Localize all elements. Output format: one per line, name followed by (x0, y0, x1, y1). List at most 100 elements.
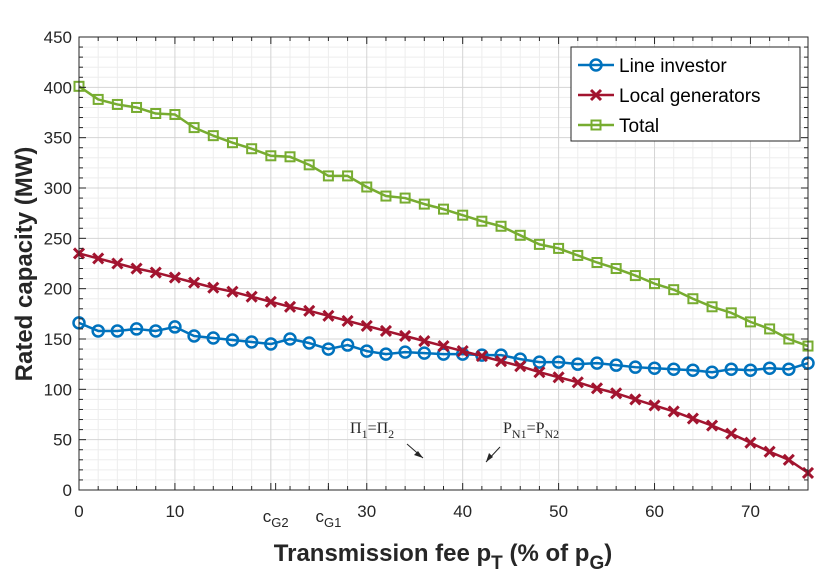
data-point-local-generators-stroke (341, 314, 354, 327)
data-point-local-generators-stroke (418, 334, 431, 348)
data-point-local-generators-stroke (283, 300, 297, 313)
data-point-local-generators-stroke (686, 412, 699, 425)
data-point-local-generators-stroke (782, 453, 795, 466)
data-point-local-generators-stroke (475, 350, 488, 363)
data-point-local-generators-stroke (514, 360, 527, 373)
data-point-local-generators (92, 252, 105, 265)
x-tick-label: 50 (549, 502, 568, 521)
data-point-line-investor (532, 355, 547, 369)
legend-swatch-marker-total (590, 119, 602, 131)
data-point-line-investor (590, 356, 604, 370)
data-point-local-generators-stroke (725, 427, 738, 440)
data-point-local-generators-stroke (494, 355, 508, 368)
data-point-local-generators (590, 382, 604, 395)
data-point-line-investor (187, 329, 201, 343)
y-tick-label: 50 (53, 431, 72, 450)
x-tick-label: 60 (645, 502, 664, 521)
data-point-local-generators (283, 300, 297, 313)
data-point-total (361, 181, 373, 193)
data-point-local-generators-stroke (610, 387, 623, 400)
series-line-total (78, 85, 809, 348)
data-point-local-generators-stroke (399, 329, 412, 343)
data-point-local-generators-stroke (92, 252, 105, 265)
data-point-line-investor (571, 357, 585, 371)
annotation-pn-equal: PN1=PN2 (503, 420, 559, 441)
data-point-local-generators-stroke (245, 290, 258, 303)
data-point-total (246, 143, 258, 155)
y-tick-label: 350 (44, 129, 72, 148)
data-point-local-generators (149, 266, 162, 279)
annotation-pn-sub2: N2 (545, 427, 560, 441)
data-point-total (418, 198, 430, 210)
data-point-local-generators (571, 376, 584, 389)
data-point-local-generators (782, 453, 795, 466)
x-axis-title-main: Transmission fee p (274, 540, 491, 567)
data-point-total (131, 101, 143, 113)
data-point-line-investor (283, 332, 297, 346)
x-tick-label: 70 (741, 502, 760, 521)
data-point-total (553, 242, 565, 254)
y-axis-title: Rated capacity (MW) (11, 147, 38, 382)
data-point-local-generators (322, 309, 335, 322)
data-point-local-generators-stroke (437, 339, 450, 353)
legend-entries (578, 58, 614, 131)
data-point-local-generators-stroke (264, 295, 277, 308)
data-point-total (207, 130, 219, 142)
annotation-pi-main1: Π (350, 420, 362, 437)
y-tick-label: 450 (44, 28, 72, 47)
data-point-local-generators (475, 350, 488, 363)
data-point-local-generators-stroke (207, 281, 220, 294)
data-point-local-generators-stroke (130, 262, 143, 275)
data-point-local-generators-stroke (456, 345, 469, 358)
legend-label-local-generators: Local generators (619, 86, 761, 107)
data-point-local-generators (706, 419, 719, 432)
data-point-total (438, 203, 449, 215)
data-point-local-generators (763, 445, 776, 458)
special-tick-cg1-main: c (315, 507, 324, 526)
data-point-total (226, 137, 238, 149)
data-point-total (591, 256, 603, 268)
data-point-total (783, 333, 795, 345)
data-point-local-generators (494, 355, 508, 368)
annotation-pi-equal: Π1=Π2 (350, 420, 394, 441)
legend-swatch-marker-local-generators-stroke (589, 88, 603, 102)
data-point-local-generators (514, 360, 527, 373)
data-point-line-investor (551, 355, 566, 369)
data-point-line-investor (686, 363, 700, 377)
data-point-line-investor (244, 335, 259, 349)
data-point-line-investor (148, 324, 163, 338)
data-point-line-investor (782, 362, 796, 376)
data-point-local-generators (360, 319, 373, 332)
data-point-line-investor (302, 336, 316, 350)
axis-ticks (78, 36, 809, 491)
data-point-line-investor (417, 346, 432, 360)
data-point-total (610, 263, 622, 275)
data-point-total (649, 278, 661, 290)
x-axis-title-sub1: T (491, 553, 503, 574)
y-tick-label: 400 (44, 78, 72, 97)
special-tick-cg2: cG2 (263, 507, 289, 530)
data-point-line-investor (110, 324, 125, 338)
legend: Line investor Local generators Total (570, 46, 801, 142)
data-point-line-investor (609, 358, 623, 372)
legend-swatch-marker-local-generators (589, 88, 603, 102)
data-point-local-generators (456, 345, 469, 358)
data-point-total (764, 323, 776, 335)
data-point-line-investor (129, 322, 144, 336)
data-point-line-investor (398, 345, 412, 359)
data-point-local-generators (399, 329, 412, 343)
data-point-local-generators (667, 405, 680, 418)
special-tick-cg1-sub: G1 (324, 515, 341, 530)
data-point-total (725, 307, 737, 319)
data-point-total (111, 98, 123, 110)
data-point-line-investor (168, 320, 182, 334)
data-point-local-generators (111, 257, 124, 270)
y-tick-label: 250 (44, 229, 72, 248)
data-point-local-generators-stroke (226, 285, 239, 298)
data-point-local-generators (418, 334, 431, 348)
data-point-local-generators (725, 427, 738, 440)
data-point-line-investor (724, 362, 739, 376)
special-tick-cg2-sub: G2 (271, 515, 288, 530)
data-point-local-generators-stroke (763, 445, 776, 458)
